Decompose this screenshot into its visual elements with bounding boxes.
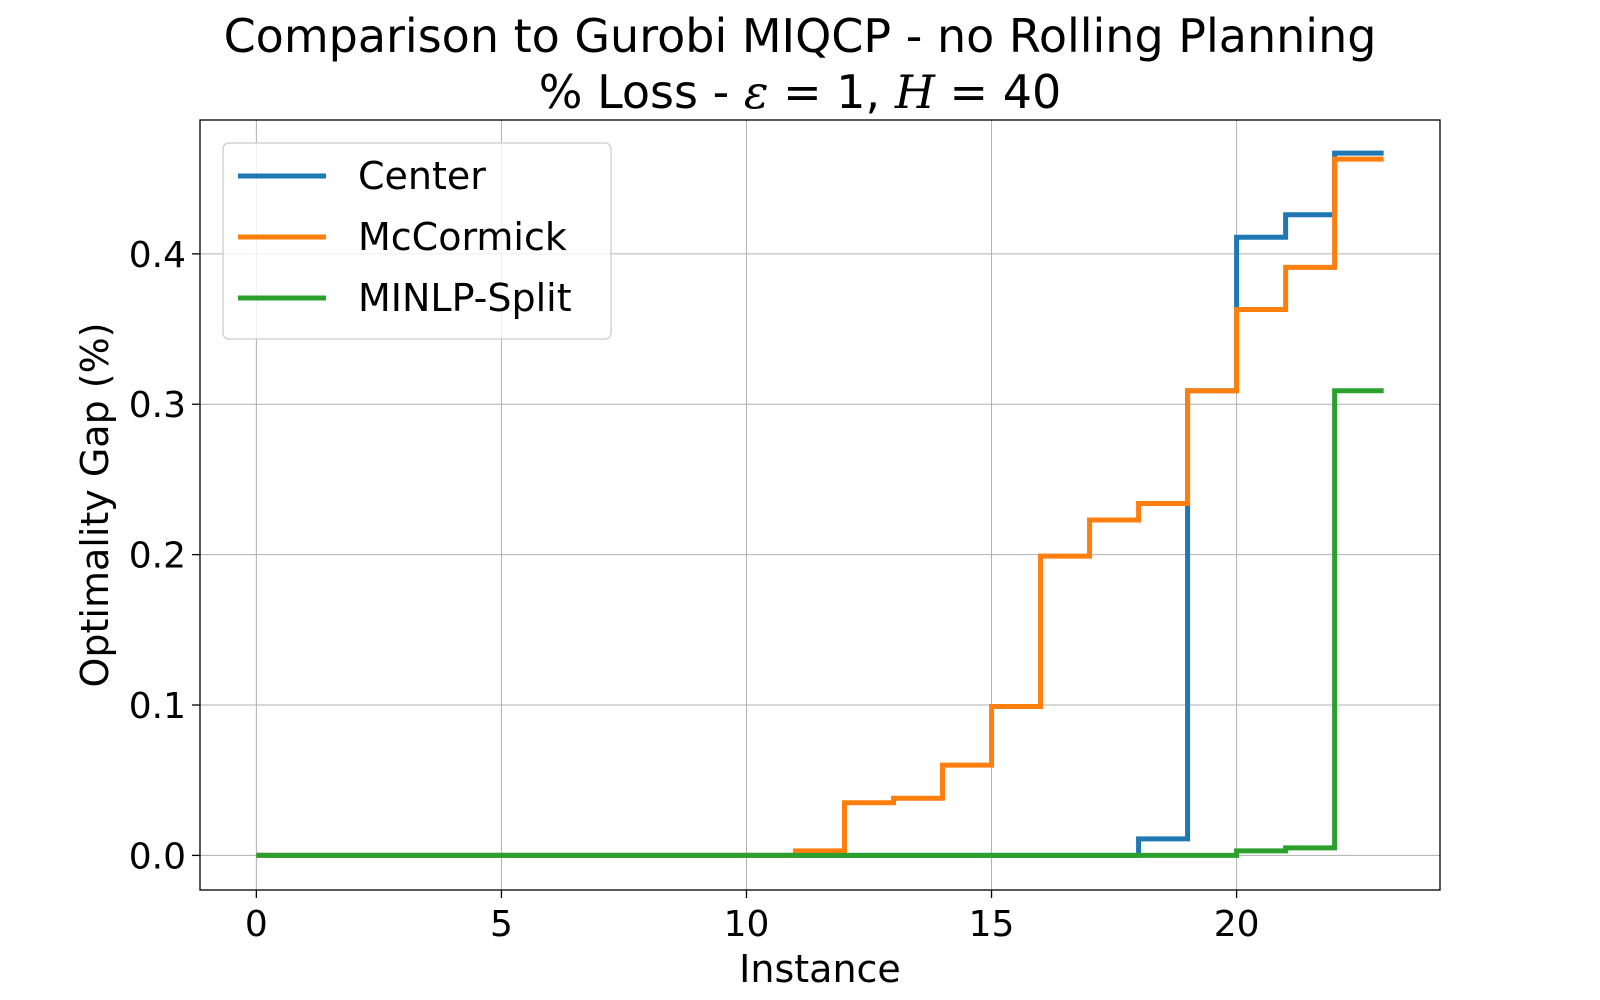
series-line-minlp-split <box>256 388 1384 858</box>
plot-frame <box>199 119 1441 891</box>
y-tick-label: 0.1 <box>129 686 186 727</box>
x-axis-label: Instance <box>739 947 901 991</box>
legend-box <box>222 142 612 340</box>
y-tick-label: 0.2 <box>129 536 186 577</box>
x-tick-label: 20 <box>1214 904 1260 945</box>
chart-subtitle: % Loss - ε = 1, H = 40 <box>538 65 1062 119</box>
y-tick-label: 0.3 <box>129 385 186 426</box>
x-tick-label: 10 <box>724 904 770 945</box>
legend-label: Center <box>358 154 486 198</box>
legend: Center McCormick MINLP-Split <box>222 142 612 340</box>
y-tick-label: 0.4 <box>129 235 186 276</box>
chart-title: Comparison to Gurobi MIQCP - no Rolling … <box>223 9 1377 63</box>
axis-ticks: 0 5 10 15 20 0.0 0.1 0.2 0.3 0.4 <box>129 235 1260 945</box>
legend-label: McCormick <box>358 215 567 259</box>
y-tick-label: 0.0 <box>129 836 186 877</box>
x-tick-label: 5 <box>490 904 513 945</box>
x-tick-label: 0 <box>245 904 268 945</box>
series-lines <box>256 150 1384 858</box>
y-axis-label: Optimality Gap (%) <box>73 322 117 687</box>
x-tick-label: 15 <box>969 904 1015 945</box>
legend-label: MINLP-Split <box>358 276 572 320</box>
